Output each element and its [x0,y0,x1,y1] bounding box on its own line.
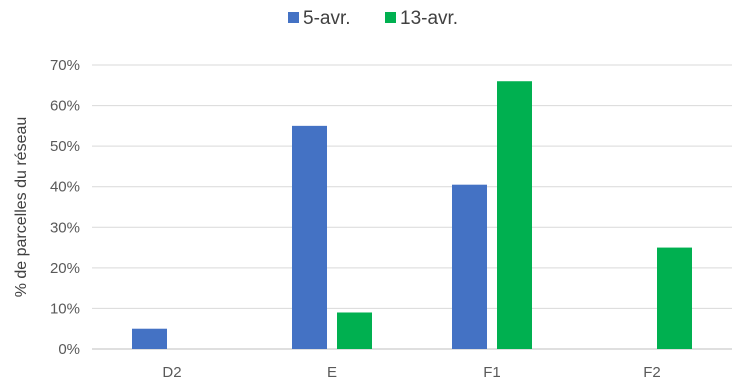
bar-5-avr.-D2 [132,328,167,349]
bar-5-avr.-F1 [452,184,487,349]
legend: 5-avr. 13-avr. [288,8,458,29]
y-tick-label: 60% [50,98,80,115]
legend-swatch [288,12,299,23]
y-tick-label: 30% [50,219,80,236]
y-tick-label: 10% [50,300,80,317]
bar-13-avr.-F2 [657,247,692,349]
bar-13-avr.-F1 [497,81,532,349]
x-tick-label: D2 [162,364,181,381]
legend-label: 5-avr. [303,8,351,29]
x-tick-label: F1 [483,364,501,381]
y-tick-label: 50% [50,138,80,155]
gridlines [92,64,732,350]
bars [132,81,692,349]
y-tick-label: 70% [50,57,80,74]
y-tick-label: 0% [58,341,80,358]
legend-label: 13-avr. [400,8,458,29]
x-axis-ticks: D2 E F1 F2 [162,364,660,381]
legend-swatch [385,12,396,23]
bar-13-avr.-E [337,312,372,349]
y-tick-label: 40% [50,179,80,196]
x-tick-label: F2 [643,364,661,381]
y-axis-ticks: 0% 10% 20% 30% 40% 50% 60% 70% [50,57,80,358]
y-tick-label: 20% [50,260,80,277]
y-axis-title: % de parcelles du réseau [13,117,30,298]
bar-5-avr.-E [292,125,327,349]
x-tick-label: E [327,364,337,381]
